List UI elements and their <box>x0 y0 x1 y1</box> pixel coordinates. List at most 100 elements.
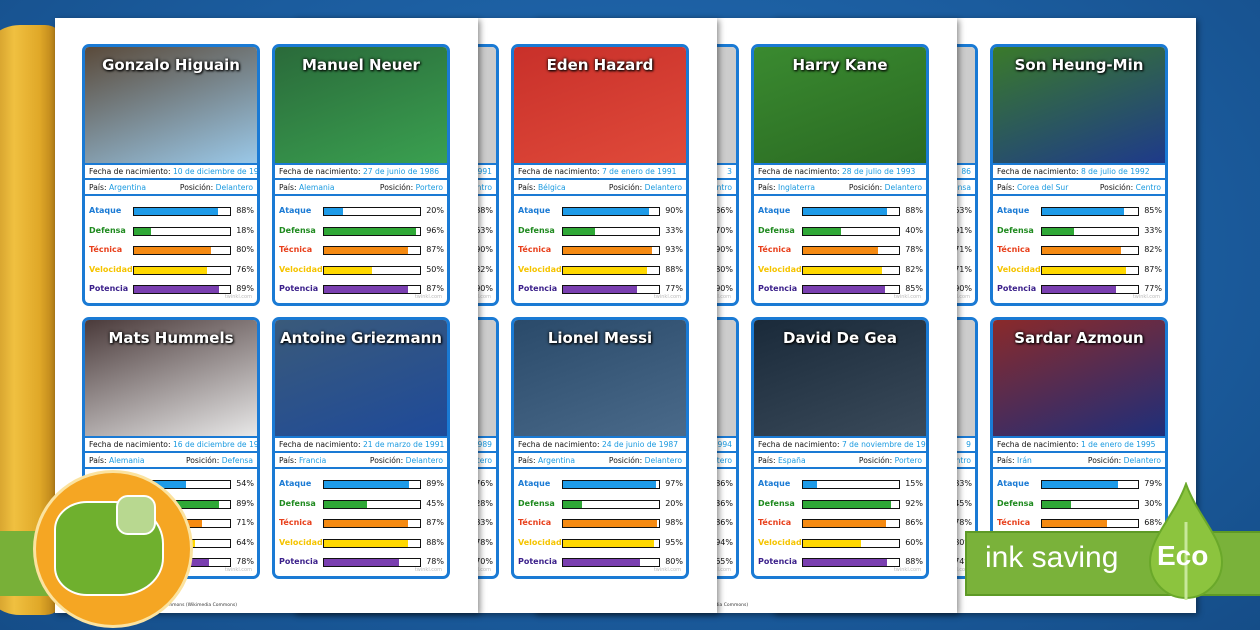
position-label: Posición: <box>608 182 643 192</box>
stat-label: Potencia <box>279 557 319 566</box>
twinkl-watermark: twinkl.com <box>224 567 252 573</box>
position: Posición: Centro <box>1100 183 1161 192</box>
stat-percent: 85% <box>905 284 923 293</box>
position: Posición: Portero <box>859 456 922 465</box>
country-position-row: País: Inglaterra Posición: Delantero <box>754 180 926 196</box>
stat-row-velocidad: Velocidad 82% <box>754 263 926 277</box>
stat-percent: 68% <box>1144 518 1162 527</box>
stat-percent: 63% <box>954 206 972 215</box>
birth-date-row: Fecha de nacimiento: 7 de noviembre de 1… <box>754 436 926 453</box>
player-photo: David De Gea <box>754 320 926 436</box>
country-value: Alemania <box>108 455 145 465</box>
stat-percent: 83% <box>475 518 493 527</box>
stat-row-defensa: Defensa 96% <box>275 224 447 238</box>
player-card[interactable]: Son Heung-Min Fecha de nacimiento: 8 de j… <box>990 44 1168 306</box>
stat-label: Ataque <box>997 479 1030 488</box>
country: País: Irán <box>997 456 1032 465</box>
player-card[interactable]: Lionel Messi Fecha de nacimiento: 24 de j… <box>511 317 689 579</box>
birth-date: 989 <box>477 440 493 449</box>
position-value: ntero <box>471 455 492 465</box>
stat-row-técnica: Técnica 87% <box>275 243 447 257</box>
stat-bar <box>1041 246 1139 255</box>
country-label: País: <box>518 455 536 465</box>
position-value: ensa <box>952 182 971 192</box>
stat-bar-fill <box>134 286 220 293</box>
twinkl-watermark: twinkl.com <box>653 567 681 573</box>
stat-percent: 90% <box>665 206 683 215</box>
stat-label: Técnica <box>997 245 1031 254</box>
stat-row-defensa: Defensa 92% <box>754 497 926 511</box>
stat-bar <box>802 226 900 236</box>
stat-bar-fill <box>803 559 888 566</box>
stat-row-ataque: Ataque 88% <box>754 204 926 218</box>
stat-row-técnica: Técnica 87% <box>275 516 447 530</box>
stat-bar-fill <box>563 266 648 274</box>
stat-bar-fill <box>803 539 861 547</box>
stat-label: Ataque <box>279 479 312 488</box>
stat-bar <box>802 285 900 294</box>
stat-percent: 92% <box>905 498 923 508</box>
birth-date: 9 <box>966 440 971 449</box>
player-card[interactable]: Manuel Neuer Fecha de nacimiento: 27 de j… <box>272 44 450 306</box>
player-name: Harry Kane <box>792 56 888 74</box>
stat-bar <box>562 285 660 294</box>
stat-row-potencia: Potencia 88% <box>754 555 926 569</box>
stat-percent: 54% <box>236 479 254 488</box>
stat-label: Potencia <box>758 557 798 566</box>
stat-bar-fill <box>1042 500 1071 508</box>
player-name: Eden Hazard <box>546 56 654 74</box>
player-card[interactable]: Antoine Griezmann Fecha de nacimiento: 21… <box>272 317 450 579</box>
position-value: Delantero <box>644 455 682 465</box>
stat-bar <box>802 480 900 489</box>
stat-row-potencia: Potencia 87% <box>275 282 447 296</box>
player-card[interactable]: Eden Hazard Fecha de nacimiento: 7 de ene… <box>511 44 689 306</box>
stat-percent: 87% <box>426 245 444 254</box>
stat-percent: 98% <box>665 518 683 527</box>
stat-percent: 78% <box>954 518 972 527</box>
player-name: David De Gea <box>783 329 897 347</box>
player-card[interactable]: Gonzalo Higuain Fecha de nacimiento: 10 d… <box>82 44 260 306</box>
country: País: Argentina <box>89 183 146 192</box>
stat-bar-fill <box>563 500 583 508</box>
stat-bar <box>562 538 660 548</box>
stat-row-técnica: Técnica 93% <box>514 243 686 257</box>
stat-bar <box>562 265 660 275</box>
stat-row-técnica: Técnica 86% <box>754 516 926 530</box>
stat-row-potencia: Potencia 77% <box>514 282 686 296</box>
stat-percent: 86% <box>715 479 733 488</box>
stat-percent: 76% <box>475 479 493 488</box>
stat-percent: 30% <box>1144 498 1162 508</box>
twinkl-watermark: twinkl.com <box>703 567 731 573</box>
stat-percent: 76% <box>236 264 254 274</box>
country-value: Bélgica <box>537 182 566 192</box>
position: Posición: Delantero <box>609 183 682 192</box>
stat-percent: 88% <box>905 557 923 566</box>
birth-label: Fecha de nacimiento: <box>89 167 171 176</box>
country-position-row: País: España Posición: Portero <box>754 453 926 469</box>
stat-percent: 86% <box>715 206 733 215</box>
stat-bar-fill <box>1042 286 1116 293</box>
stat-label: Técnica <box>279 245 313 254</box>
stat-bar-fill <box>324 559 399 566</box>
stat-bar <box>802 265 900 275</box>
country: País: Alemania <box>279 183 335 192</box>
stat-percent: 82% <box>475 264 493 274</box>
player-name: Manuel Neuer <box>302 56 420 74</box>
stat-percent: 70% <box>475 557 493 566</box>
player-card[interactable]: David De Gea Fecha de nacimiento: 7 de no… <box>751 317 929 579</box>
stat-percent: 80% <box>715 264 733 274</box>
position-value: Delantero <box>405 455 443 465</box>
stat-row-velocidad: Velocidad 76% <box>85 263 257 277</box>
country-value: Inglaterra <box>777 182 816 192</box>
player-photo: Gonzalo Higuain <box>85 47 257 163</box>
stat-percent: 80% <box>665 557 683 566</box>
player-card[interactable]: Harry Kane Fecha de nacimiento: 28 de jul… <box>751 44 929 306</box>
stat-row-ataque: Ataque 20% <box>275 204 447 218</box>
stat-bar-fill <box>1042 227 1074 235</box>
stat-percent: 63% <box>475 225 493 235</box>
stat-bar <box>802 207 900 216</box>
stat-bar-fill <box>134 208 219 215</box>
stat-bar <box>562 226 660 236</box>
stat-bar <box>1041 265 1139 275</box>
stat-bar-fill <box>803 500 892 508</box>
